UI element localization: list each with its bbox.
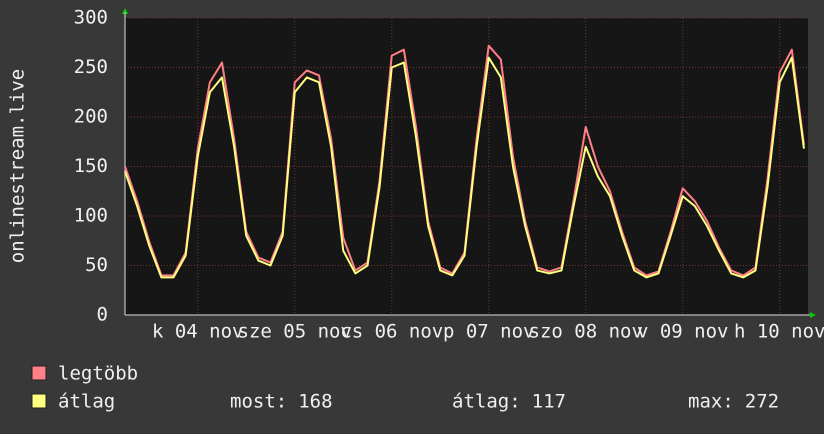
y-tick-label: 300: [74, 7, 108, 29]
x-tick-label: h 10 nov: [734, 321, 824, 343]
y-tick-label: 0: [97, 304, 108, 326]
y-tick-label: 150: [74, 155, 108, 177]
x-arrow: [810, 312, 816, 318]
legend-label: legtöbb: [58, 363, 138, 385]
x-tick-label: sze 05 nov: [238, 321, 352, 343]
y-tick-label: 50: [85, 254, 108, 276]
y-axis-label: onlinestream.live: [7, 69, 29, 263]
x-tick-label: v 09 nov: [637, 321, 729, 343]
y-tick-label: 200: [74, 106, 108, 128]
x-tick-label: szo 08 nov: [529, 321, 643, 343]
legend-swatch: [31, 365, 47, 381]
legend-swatch: [31, 393, 47, 409]
x-tick-label: cs 06 nov: [340, 321, 443, 343]
plot-area: [125, 18, 808, 315]
stat-value: 117: [532, 391, 566, 413]
x-tick-label: k 04 nov: [152, 321, 244, 343]
stat-label: max:: [688, 391, 734, 413]
y-arrow: [122, 8, 128, 14]
legend-label: átlag: [58, 391, 115, 413]
y-tick-label: 100: [74, 205, 108, 227]
stat-label: most:: [230, 391, 287, 413]
stat-label: átlag:: [452, 391, 521, 413]
stat-value: 168: [298, 391, 332, 413]
x-tick-label: p 07 nov: [443, 321, 535, 343]
series-line: [124, 56, 805, 279]
stat-value: 272: [745, 391, 779, 413]
y-tick-label: 250: [74, 56, 108, 78]
